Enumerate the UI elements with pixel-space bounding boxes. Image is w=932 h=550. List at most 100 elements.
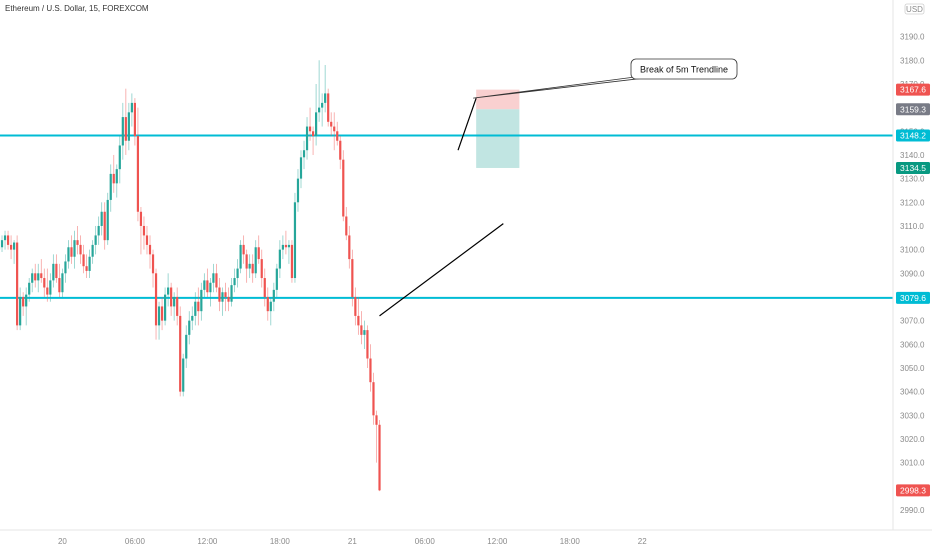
- trendlines[interactable]: [379, 97, 504, 317]
- candle-body: [236, 268, 239, 279]
- price-tag: 3134.5: [896, 161, 930, 174]
- price-tag: 2998.3: [896, 484, 930, 497]
- candle: [58, 263, 61, 297]
- candle: [46, 268, 49, 302]
- price-tick-label: 3120.0: [900, 198, 925, 207]
- candle-body: [239, 244, 242, 269]
- candle-body: [160, 306, 164, 321]
- candle: [73, 230, 76, 269]
- candle-body: [121, 117, 124, 146]
- candle: [299, 150, 303, 189]
- candle: [130, 93, 133, 127]
- candle-body: [139, 211, 143, 226]
- chart-title: Ethereum / U.S. Dollar, 15, FOREXCOM: [5, 4, 149, 13]
- price-axis[interactable]: 3190.03180.03170.03160.03150.03140.03130…: [892, 0, 925, 530]
- candle-body: [164, 294, 167, 321]
- candle-body: [345, 216, 348, 236]
- horizontal-lines[interactable]: [0, 134, 893, 299]
- price-tag-bg: [896, 83, 930, 96]
- time-axis[interactable]: 20 06:00 12:00 18:00 21 06:00 12:00 18:00 22: [0, 529, 932, 546]
- candle: [327, 88, 330, 127]
- candle: [360, 311, 363, 345]
- candle-body: [197, 301, 200, 312]
- candle: [127, 102, 130, 151]
- candle: [372, 372, 375, 425]
- candle: [182, 353, 185, 397]
- candle: [269, 296, 272, 326]
- candle-body: [333, 126, 336, 132]
- candle: [22, 292, 25, 316]
- candle-body: [31, 273, 34, 283]
- currency-badge[interactable]: USD: [904, 3, 925, 15]
- price-tags: 3167.6 3159.3 3148.2 3134.5 3079.6 2998.3: [896, 83, 930, 497]
- price-tag: 3079.6: [896, 291, 930, 304]
- candle: [221, 287, 224, 316]
- candles: [0, 60, 381, 492]
- candle: [16, 235, 19, 331]
- candle-body: [173, 296, 176, 307]
- price-tick-label: 3140.0: [900, 151, 925, 160]
- candle-body: [348, 235, 351, 260]
- candle: [118, 136, 121, 184]
- time-tick-label: 06:00: [415, 537, 436, 546]
- candle: [248, 254, 251, 279]
- candle-body: [305, 126, 309, 151]
- candle: [103, 202, 106, 250]
- candle: [31, 268, 34, 293]
- candle: [251, 254, 254, 283]
- candle: [194, 292, 197, 326]
- price-tick-label: 3050.0: [900, 364, 925, 373]
- candle: [351, 249, 354, 307]
- candle: [281, 235, 284, 260]
- candle-body: [22, 296, 25, 307]
- candle: [239, 240, 242, 274]
- candle-body: [28, 282, 31, 295]
- candle: [287, 240, 291, 264]
- candle-body: [103, 211, 106, 241]
- candle-body: [260, 259, 263, 279]
- time-tick-label: 22: [638, 537, 647, 546]
- price-tick-label: 3110.0: [900, 222, 924, 231]
- candle: [284, 230, 287, 255]
- candle: [302, 140, 306, 170]
- annotation[interactable]: Break of 5m Trendline: [473, 58, 738, 99]
- candle-body: [194, 301, 197, 316]
- candle-body: [375, 415, 378, 425]
- price-tag-label: 3134.5: [900, 163, 926, 173]
- candle: [49, 273, 52, 302]
- candle: [236, 259, 239, 288]
- candle-body: [212, 273, 215, 283]
- candle-body: [293, 202, 297, 279]
- candle-body: [302, 150, 306, 158]
- candle-body: [324, 93, 327, 103]
- candle-body: [142, 225, 146, 236]
- candle: [363, 320, 366, 350]
- candle: [369, 344, 372, 392]
- price-tick-label: 3020.0: [900, 435, 925, 444]
- candle-body: [188, 320, 191, 335]
- candle-body: [269, 301, 272, 312]
- candle-body: [25, 294, 28, 307]
- candle: [167, 273, 170, 307]
- candle-body: [299, 157, 303, 179]
- candle-body: [330, 121, 333, 127]
- candle-body: [67, 247, 70, 262]
- position-tool[interactable]: [476, 89, 520, 168]
- candle-body: [327, 93, 330, 122]
- candle-body: [61, 273, 64, 293]
- candle-body: [230, 285, 233, 302]
- candle-body: [369, 358, 372, 383]
- candle-body: [43, 278, 46, 288]
- candle: [37, 263, 40, 293]
- candle-body: [284, 244, 287, 248]
- candle: [145, 225, 149, 255]
- candle: [64, 254, 67, 283]
- candle-body: [73, 240, 76, 257]
- stop-loss-zone: [476, 89, 520, 110]
- candle: [203, 273, 206, 297]
- candle: [308, 107, 312, 141]
- candle-body: [79, 244, 82, 255]
- candle: [139, 207, 143, 255]
- candle: [366, 325, 369, 368]
